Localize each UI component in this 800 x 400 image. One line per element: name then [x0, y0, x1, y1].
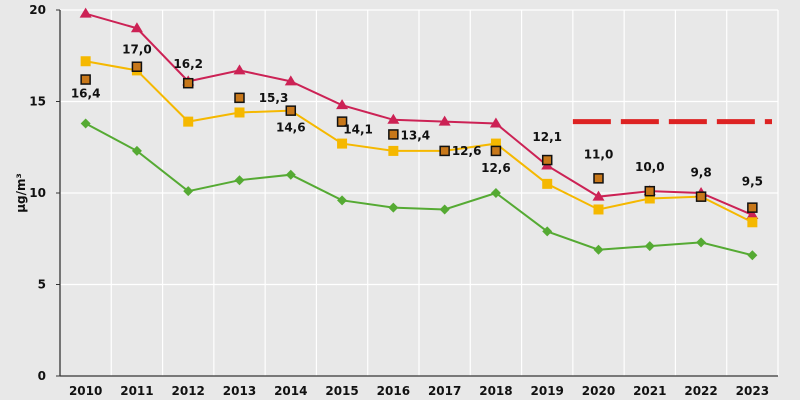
y-axis-title: µg/m³ — [14, 173, 28, 213]
data-point-maximum — [438, 115, 451, 126]
data-label: 14,6 — [276, 121, 306, 135]
series-line-minimum — [85, 122, 753, 257]
data-point-minimum — [644, 241, 655, 252]
data-point-median — [541, 154, 553, 166]
data-point-minimum — [234, 175, 245, 186]
data-point-mittelwert — [542, 178, 553, 189]
data-point-median — [439, 145, 450, 157]
x-tick-label: 2020 — [582, 384, 615, 398]
data-label: 14,1 — [343, 123, 373, 137]
grid — [59, 9, 779, 377]
data-label: 15,3 — [259, 91, 289, 105]
data-point-minimum — [747, 250, 758, 261]
x-tick-label: 2010 — [69, 384, 102, 398]
data-point-mittelwert — [337, 138, 348, 149]
x-tick-label: 2019 — [531, 384, 564, 398]
x-tick-label: 2021 — [633, 384, 666, 398]
data-point-maximum — [130, 22, 143, 33]
data-point-maximum — [336, 99, 349, 110]
data-point-median — [490, 145, 502, 157]
data-labels: 16,4 17,0 16,2 15,3 14,6 14,1 13,4 12,6 12,6 12,1… — [71, 43, 763, 189]
data-label: 12,6 — [481, 161, 511, 175]
data-point-minimum — [388, 202, 399, 213]
data-label: 16,2 — [173, 57, 203, 71]
y-tick-label: 20 — [29, 3, 46, 17]
data-point-median — [747, 202, 758, 213]
data-point-median — [644, 185, 656, 197]
data-point-median — [234, 92, 245, 104]
axes: 0 5 10 15 20 2010 2011 2012 2013 2014 2015 2016 2017… — [29, 3, 778, 398]
y-tick-label: 10 — [29, 186, 46, 200]
data-point-maximum — [592, 190, 605, 201]
data-point-mittelwert — [183, 116, 194, 127]
data-label: 16,4 — [71, 87, 101, 101]
x-tick-label: 2018 — [479, 384, 512, 398]
series-lines — [85, 12, 753, 257]
data-point-mittelwert — [80, 56, 91, 67]
data-label: 10,0 — [635, 160, 665, 174]
data-point-minimum — [80, 118, 91, 129]
x-tick-label: 2023 — [736, 384, 769, 398]
data-label: 17,0 — [122, 43, 152, 57]
series-line-mittelwert — [85, 60, 753, 224]
data-point-minimum — [490, 188, 501, 198]
data-point-median — [593, 173, 604, 184]
data-point-minimum — [593, 244, 604, 255]
data-point-median — [131, 61, 143, 72]
data-label: 9,8 — [690, 166, 711, 180]
data-label: 13,4 — [401, 128, 431, 142]
data-point-maximum — [746, 208, 759, 219]
data-point-median — [695, 191, 707, 202]
data-point-maximum — [79, 7, 92, 18]
data-point-minimum — [337, 195, 348, 206]
data-point-maximum — [489, 117, 502, 128]
data-point-maximum — [233, 64, 246, 75]
data-point-minimum — [183, 186, 194, 197]
data-label: 12,6 — [452, 144, 482, 158]
data-point-median — [80, 74, 91, 85]
data-label: 12,1 — [532, 130, 562, 144]
data-point-median — [182, 77, 194, 89]
data-point-median — [285, 105, 297, 116]
data-point-minimum — [285, 169, 296, 180]
data-point-mittelwert — [747, 217, 758, 228]
y-tick-label: 0 — [38, 369, 46, 383]
data-point-maximum — [284, 75, 297, 86]
data-point-mittelwert — [234, 107, 245, 118]
data-point-mittelwert — [490, 138, 501, 149]
x-tick-label: 2017 — [428, 384, 461, 398]
data-point-minimum — [542, 226, 553, 237]
data-point-maximum — [387, 113, 400, 124]
data-point-mittelwert — [644, 193, 655, 204]
y-tick-label: 5 — [38, 278, 46, 292]
data-point-median — [336, 116, 348, 127]
data-label: 11,0 — [584, 147, 614, 161]
data-point-minimum — [439, 204, 450, 215]
x-tick-label: 2011 — [120, 384, 153, 398]
y-tick-label: 15 — [29, 95, 46, 109]
x-tick-label: 2022 — [684, 384, 717, 398]
x-tick-label: 2015 — [325, 384, 358, 398]
data-label: 9,5 — [742, 175, 763, 189]
series-markers — [79, 7, 759, 261]
x-tick-label: 2014 — [274, 384, 307, 398]
x-tick-label: 2016 — [377, 384, 410, 398]
x-tick-label: 2013 — [223, 384, 256, 398]
data-point-minimum — [696, 237, 707, 248]
data-point-minimum — [131, 145, 142, 156]
data-point-mittelwert — [593, 204, 604, 215]
series-line-maximum — [85, 12, 753, 216]
data-point-mittelwert — [388, 145, 399, 156]
x-tick-label: 2012 — [172, 384, 205, 398]
data-point-median — [388, 129, 399, 140]
